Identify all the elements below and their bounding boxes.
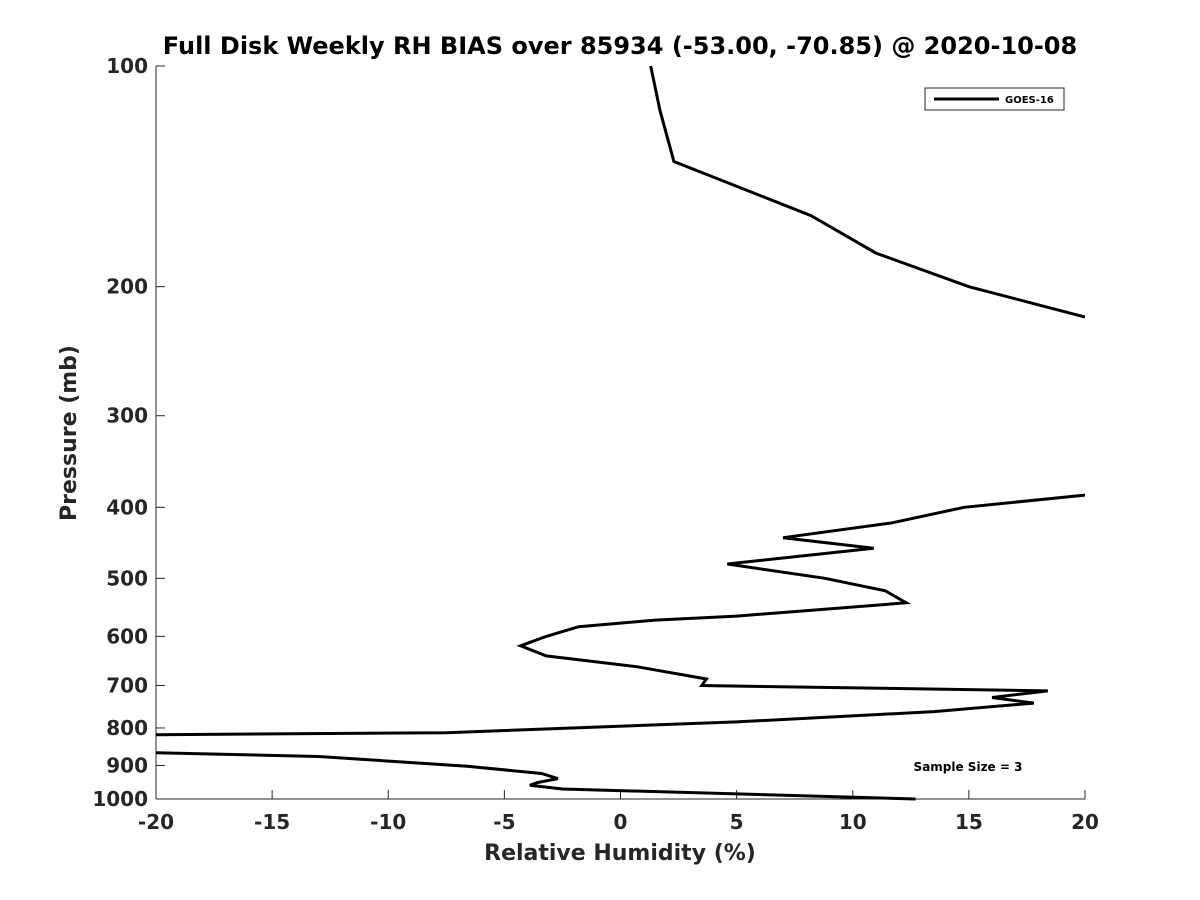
y-tick-label: 700 [106, 673, 148, 697]
y-tick-label: 900 [106, 753, 148, 777]
sample-size-annotation: Sample Size = 3 [914, 760, 1023, 774]
y-tick-label: 400 [106, 495, 148, 519]
x-tick-label: -20 [138, 810, 174, 834]
y-tick-label: 100 [106, 54, 148, 78]
x-tick-label: 10 [839, 810, 867, 834]
y-tick-label: 800 [106, 716, 148, 740]
x-tick-label: 20 [1071, 810, 1099, 834]
series-line-goes-16-segment-2 [156, 493, 1085, 737]
y-tick-label: 200 [106, 275, 148, 299]
x-tick-label: -15 [254, 810, 290, 834]
y-tick-label: 600 [106, 624, 148, 648]
legend: GOES-16 [924, 87, 1065, 111]
series-line-goes-16-segment-3 [156, 751, 916, 801]
series-line-goes-16-segment-1 [649, 65, 1085, 319]
x-axis-ticks: -20 -15 -10 -5 0 5 10 15 20 [138, 790, 1099, 834]
x-tick-label: 5 [730, 810, 744, 834]
x-tick-label: -5 [493, 810, 515, 834]
y-axis-label: Pressure (mb) [57, 345, 82, 521]
x-axis-label: Relative Humidity (%) [484, 841, 756, 866]
chart-title: Full Disk Weekly RH BIAS over 85934 (-53… [163, 32, 1077, 60]
x-tick-label: 15 [955, 810, 983, 834]
series-group [156, 65, 1085, 801]
y-tick-label: 500 [106, 566, 148, 590]
y-axis-ticks: 100 200 300 400 500 600 700 800 900 1000 [92, 54, 165, 811]
x-tick-label: -10 [370, 810, 406, 834]
y-tick-label: 1000 [92, 787, 148, 811]
x-tick-label: 0 [614, 810, 628, 834]
legend-label-goes-16: GOES-16 [1005, 95, 1054, 106]
y-tick-label: 300 [106, 404, 148, 428]
